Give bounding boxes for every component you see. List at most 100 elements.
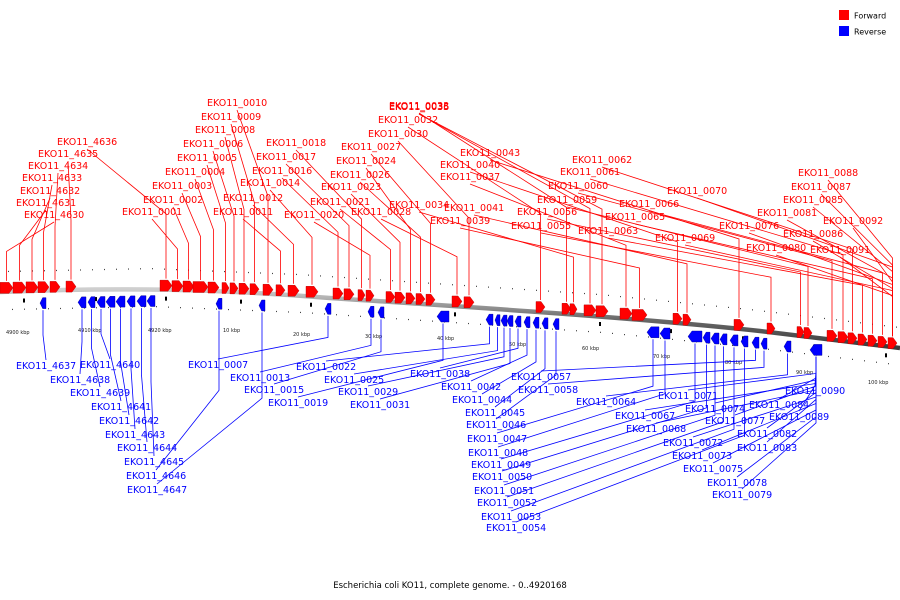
reverse-gene-label: EKO11_0073 (672, 451, 732, 462)
forward-gene-arrow (171, 280, 184, 292)
forward-leader-line (67, 160, 72, 280)
forward-gene-arrow (275, 284, 286, 296)
tick-label: 90 kbp (796, 370, 813, 376)
reverse-gene-label: EKO11_4641 (91, 402, 151, 413)
forward-gene-arrow (385, 291, 396, 303)
minor-tick (516, 326, 517, 328)
reverse-gene-arrow (115, 295, 126, 308)
forward-leader-line (281, 177, 339, 287)
forward-leader-line (540, 232, 772, 322)
minor-tick (380, 279, 381, 281)
reverse-leader-line (91, 309, 101, 388)
reverse-gene-label: EKO11_0053 (481, 512, 541, 523)
reverse-leader-line (79, 309, 83, 375)
minor-tick (392, 280, 393, 282)
forward-gene-arrow (415, 293, 426, 305)
reverse-gene-arrow (258, 299, 266, 312)
reverse-gene-arrow (687, 330, 703, 343)
minor-tick (684, 340, 685, 342)
minor-tick (840, 357, 841, 359)
minor-tick (876, 361, 877, 363)
reverse-leader-line (500, 343, 696, 460)
minor-tick (236, 271, 237, 273)
forward-gene-arrow (682, 314, 692, 326)
forward-leader-line (212, 150, 235, 282)
tick-label: 70 kbp (653, 354, 670, 360)
forward-leader-line (459, 227, 640, 308)
reverse-gene-label: EKO11_0090 (785, 386, 845, 397)
forward-gene-arrow (305, 286, 319, 298)
minor-tick (44, 270, 45, 272)
reverse-gene-label: EKO11_4642 (99, 416, 159, 427)
forward-gene-label: EKO11_0088 (798, 168, 858, 179)
forward-leader-line (489, 159, 740, 318)
forward-gene-label: EKO11_0039 (430, 216, 490, 227)
minor-tick (704, 304, 705, 306)
forward-gene-label: EKO11_0030 (368, 129, 428, 140)
reverse-gene-label: EKO11_0046 (466, 420, 526, 431)
reverse-gene-label: EKO11_0072 (663, 438, 723, 449)
reverse-gene-label: EKO11_0075 (683, 464, 743, 475)
forward-gene-label: EKO11_0037 (440, 172, 500, 183)
tick-label: 20 kbp (293, 332, 310, 338)
minor-tick (288, 311, 289, 313)
minor-tick (320, 275, 321, 277)
forward-gene-label: EKO11_0021 (310, 197, 370, 208)
forward-leader-line (252, 204, 294, 284)
reverse-gene-arrow (485, 313, 494, 326)
forward-gene-label: EKO11_0063 (578, 226, 638, 237)
minor-tick (8, 270, 9, 273)
minor-tick (888, 363, 889, 365)
minor-tick (80, 269, 81, 271)
minor-tick (24, 308, 25, 310)
minor-tick (548, 290, 549, 292)
reverse-gene-label: EKO11_0052 (477, 498, 537, 509)
minor-tick (792, 351, 793, 353)
reverse-gene-label: EKO11_4645 (124, 457, 184, 468)
reverse-leader-line (141, 308, 148, 443)
minor-tick (656, 299, 657, 301)
forward-gene-arrow (535, 301, 546, 313)
forward-gene-label: EKO11_0087 (791, 182, 851, 193)
reverse-gene-label: EKO11_4647 (127, 485, 187, 496)
forward-gene-label: EKO11_0056 (517, 207, 577, 218)
forward-gene-arrow (12, 281, 27, 294)
minor-tick (336, 314, 337, 316)
reverse-gene-arrow (740, 335, 749, 348)
reverse-leader-line (353, 327, 498, 375)
forward-leader-line (397, 140, 470, 296)
forward-gene-arrow (583, 304, 597, 317)
reverse-gene-arrow (96, 296, 106, 308)
forward-gene-label: EKO11_0036 (389, 102, 449, 113)
minor-tick (440, 283, 441, 285)
reverse-leader-line (515, 348, 745, 523)
minor-tick (156, 306, 157, 308)
minor-tick (512, 288, 513, 290)
reverse-gene-arrow (659, 327, 671, 340)
forward-leader-line (242, 218, 281, 284)
minor-tick (488, 286, 489, 288)
forward-leader-line (380, 218, 458, 295)
forward-gene-label: EKO11_0059 (537, 195, 597, 206)
minor-tick (480, 323, 481, 325)
minor-tick (476, 285, 477, 287)
minor-tick (92, 269, 93, 271)
forward-leader-line (418, 113, 591, 304)
minor-tick (300, 311, 301, 314)
tick-label: 4920 kbp (148, 328, 172, 334)
minor-tick (860, 322, 861, 324)
minor-tick (32, 270, 33, 272)
forward-leader-line (313, 221, 371, 289)
minor-tick (228, 308, 229, 311)
forward-gene-arrow (262, 284, 274, 296)
reverse-leader-line (273, 319, 382, 385)
minor-tick (408, 318, 409, 321)
minor-tick (636, 335, 637, 337)
reverse-gene-label: EKO11_0044 (452, 395, 512, 406)
minor-tick (624, 334, 625, 336)
reverse-leader-line (297, 323, 444, 398)
reverse-gene-arrow (532, 317, 540, 329)
tick-label: 100 kbp (868, 380, 888, 386)
forward-leader-line (418, 112, 567, 302)
